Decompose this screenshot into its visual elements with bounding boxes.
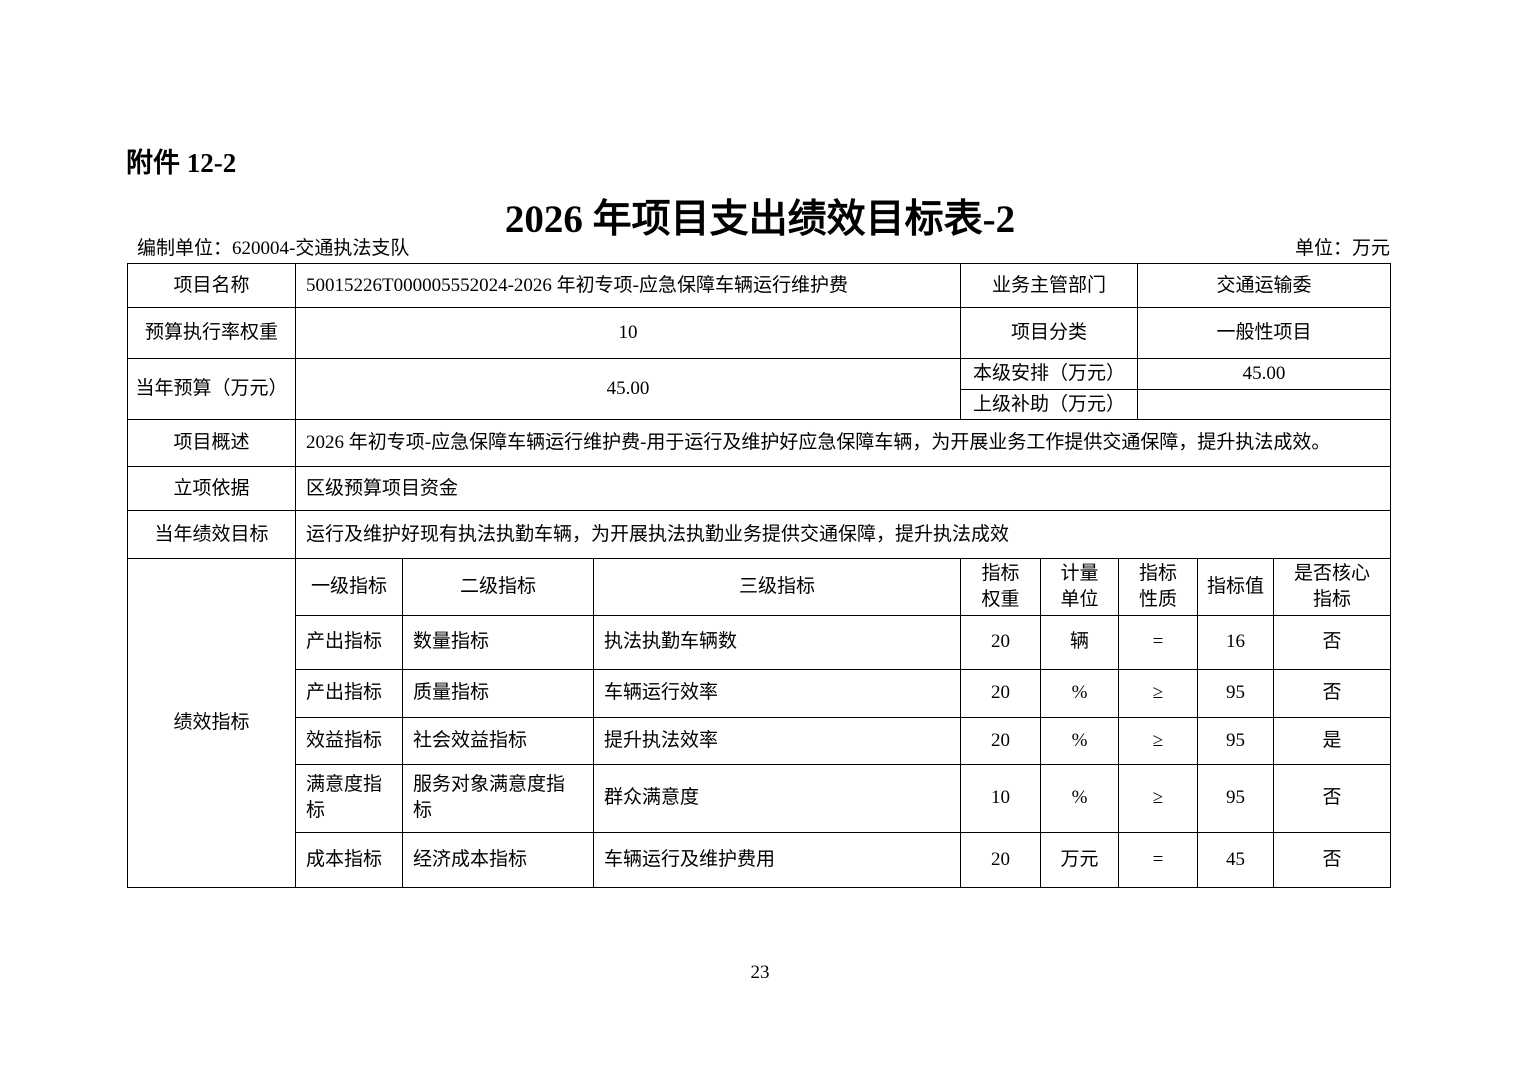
indicator-value: 16	[1197, 614, 1274, 670]
header-weight: 指标 权重	[960, 558, 1041, 616]
indicator-level3: 提升执法效率	[593, 716, 961, 765]
dept-value: 交通运输委	[1137, 263, 1391, 308]
goal-label: 当年绩效目标	[127, 510, 296, 560]
indicator-level3: 车辆运行效率	[593, 668, 961, 718]
indicator-core: 否	[1273, 763, 1391, 833]
dept-label: 业务主管部门	[960, 263, 1138, 308]
indicator-level2: 经济成本指标	[402, 831, 594, 888]
own-level-label: 本级安排（万元）	[960, 358, 1138, 390]
category-value: 一般性项目	[1137, 307, 1391, 359]
tables-container: 项目名称 50015226T000005552024-2026 年初专项-应急保…	[127, 263, 1391, 888]
indicator-unit: 万元	[1040, 831, 1119, 888]
meta-row: 编制单位：620004-交通执法支队 单位：万元	[127, 237, 1390, 261]
overview-value: 2026 年初专项-应急保障车辆运行维护费-用于运行及维护好应急保障车辆，为开展…	[295, 419, 1391, 468]
indicator-core: 否	[1273, 831, 1391, 888]
page-number: 23	[750, 962, 770, 983]
row-overview: 项目概述 2026 年初专项-应急保障车辆运行维护费-用于运行及维护好应急保障车…	[127, 419, 1391, 468]
indicator-level2: 社会效益指标	[402, 716, 594, 765]
higher-subsidy-value	[1137, 388, 1391, 421]
indicator-nature: ≥	[1118, 668, 1198, 718]
indicator-weight: 10	[960, 763, 1041, 833]
indicator-row: 效益指标 社会效益指标 提升执法效率 20 % ≥ 95 是	[128, 716, 1391, 765]
attachment-label: 附件 12-2	[126, 148, 237, 178]
indicator-weight: 20	[960, 831, 1041, 888]
indicator-value: 95	[1197, 668, 1274, 718]
indicators-header-row: 绩效指标 一级指标 二级指标 三级指标 指标 权重 计量 单位 指标 性质 指标…	[127, 558, 1391, 888]
indicator-level1: 满意度指标	[295, 763, 403, 833]
higher-subsidy-label: 上级补助（万元）	[960, 388, 1138, 421]
header-level2: 二级指标	[402, 558, 594, 616]
goal-value: 运行及维护好现有执法执勤车辆，为开展执法执勤业务提供交通保障，提升执法成效	[295, 510, 1391, 560]
indicator-unit: %	[1040, 763, 1119, 833]
indicator-nature: ≥	[1118, 716, 1198, 765]
header-core: 是否核心 指标	[1273, 558, 1391, 616]
row-basis: 立项依据 区级预算项目资金	[127, 466, 1391, 512]
indicator-level3: 群众满意度	[593, 763, 961, 833]
indicator-level2: 服务对象满意度指标	[402, 763, 594, 833]
indicator-core: 是	[1273, 716, 1391, 765]
indicators-table: 绩效指标 一级指标 二级指标 三级指标 指标 权重 计量 单位 指标 性质 指标…	[127, 558, 1391, 888]
indicator-unit: %	[1040, 716, 1119, 765]
indicator-core: 否	[1273, 614, 1391, 670]
indicator-unit: 辆	[1040, 614, 1119, 670]
indicator-weight: 20	[960, 716, 1041, 765]
indicator-unit: %	[1040, 668, 1119, 718]
budget-weight-label: 预算执行率权重	[127, 307, 296, 359]
indicator-weight: 20	[960, 614, 1041, 670]
indicator-level1: 效益指标	[295, 716, 403, 765]
row-goal: 当年绩效目标 运行及维护好现有执法执勤车辆，为开展执法执勤业务提供交通保障，提升…	[127, 510, 1391, 560]
overview-label: 项目概述	[127, 419, 296, 468]
row-year-budget-a: 当年预算（万元） 45.00 本级安排（万元） 45.00	[127, 357, 1391, 421]
row-project-name: 项目名称 50015226T000005552024-2026 年初专项-应急保…	[127, 263, 1391, 308]
own-level-value: 45.00	[1137, 358, 1391, 390]
header-level3: 三级指标	[593, 558, 961, 616]
indicator-value: 95	[1197, 716, 1274, 765]
year-budget-value: 45.00	[295, 357, 961, 421]
project-name-label: 项目名称	[127, 263, 296, 308]
indicator-row: 满意度指标 服务对象满意度指标 群众满意度 10 % ≥ 95 否	[128, 763, 1391, 833]
year-budget-label: 当年预算（万元）	[127, 357, 296, 421]
indicator-level3: 执法执勤车辆数	[593, 614, 961, 670]
indicator-level1: 产出指标	[295, 668, 403, 718]
header-unit: 计量 单位	[1040, 558, 1119, 616]
prepared-by-text: 编制单位：620004-交通执法支队	[137, 238, 410, 259]
indicator-row: 产出指标 数量指标 执法执勤车辆数 20 辆 = 16 否	[128, 614, 1391, 670]
category-label: 项目分类	[960, 307, 1138, 359]
header-level1: 一级指标	[295, 558, 403, 616]
indicator-level2: 质量指标	[402, 668, 594, 718]
indicator-value: 95	[1197, 763, 1274, 833]
indicator-core: 否	[1273, 668, 1391, 718]
unit-note-text: 单位：万元	[1294, 238, 1390, 259]
row-year-budget-b: 上级补助（万元）	[128, 388, 1391, 421]
basis-value: 区级预算项目资金	[295, 466, 1391, 512]
indicator-nature: ≥	[1118, 763, 1198, 833]
project-info-table: 项目名称 50015226T000005552024-2026 年初专项-应急保…	[127, 263, 1391, 560]
indicator-level1: 成本指标	[295, 831, 403, 888]
indicator-level3: 车辆运行及维护费用	[593, 831, 961, 888]
row-budget-weight: 预算执行率权重 10 项目分类 一般性项目	[127, 307, 1391, 359]
basis-label: 立项依据	[127, 466, 296, 512]
indicator-weight: 20	[960, 668, 1041, 718]
indicators-section-label: 绩效指标	[127, 558, 296, 888]
indicator-level2: 数量指标	[402, 614, 594, 670]
indicator-nature: =	[1118, 831, 1198, 888]
indicator-value: 45	[1197, 831, 1274, 888]
indicator-nature: =	[1118, 614, 1198, 670]
indicator-row: 产出指标 质量指标 车辆运行效率 20 % ≥ 95 否	[128, 668, 1391, 718]
indicator-row: 成本指标 经济成本指标 车辆运行及维护费用 20 万元 = 45 否	[128, 831, 1391, 888]
header-value: 指标值	[1197, 558, 1274, 616]
project-name-value: 50015226T000005552024-2026 年初专项-应急保障车辆运行…	[295, 263, 961, 308]
page-title: 2026 年项目支出绩效目标表-2	[504, 198, 1016, 241]
header-nature: 指标 性质	[1118, 558, 1198, 616]
indicator-level1: 产出指标	[295, 614, 403, 670]
budget-weight-value: 10	[295, 307, 961, 359]
